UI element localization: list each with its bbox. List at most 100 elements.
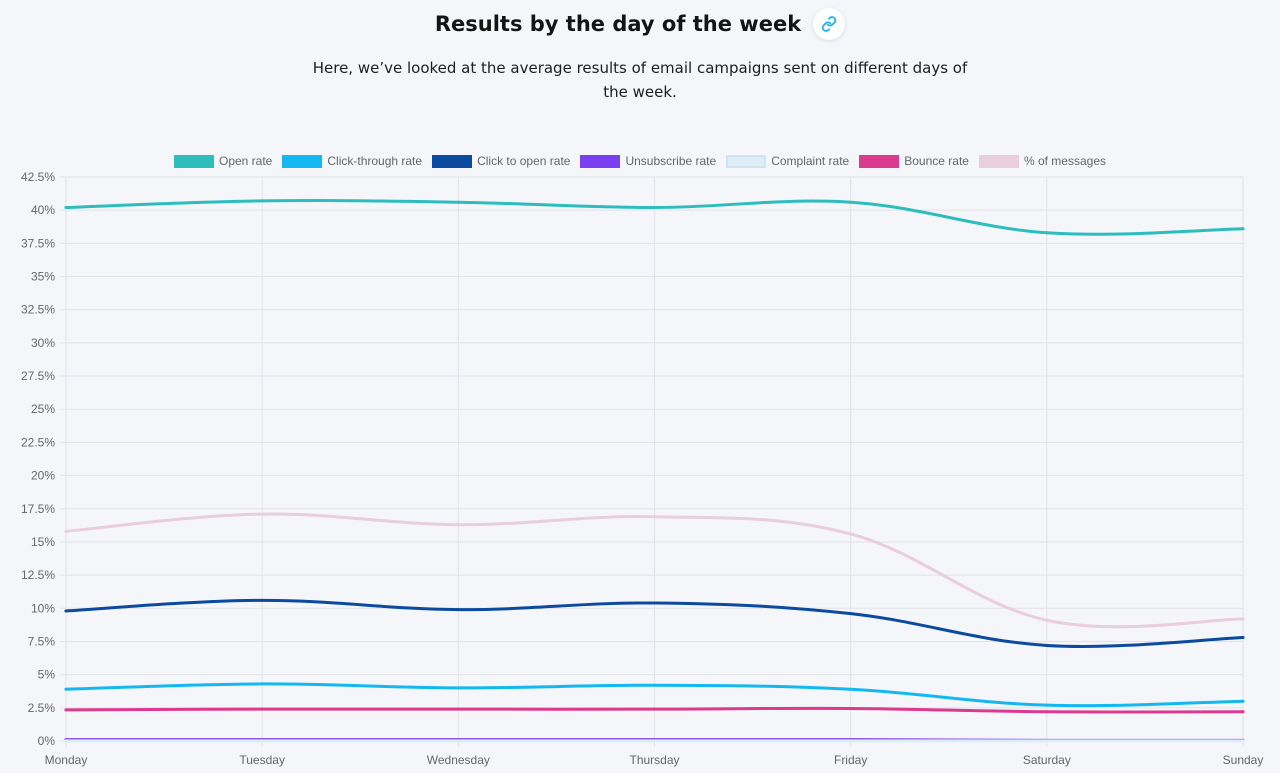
legend-swatch <box>282 154 323 168</box>
y-tick-label: 0% <box>38 734 56 748</box>
copy-link-button[interactable] <box>813 8 846 40</box>
y-tick-label: 5% <box>38 668 56 682</box>
data-point-complaint-rate[interactable] <box>653 739 656 743</box>
data-point-bounce-rate[interactable] <box>456 707 460 711</box>
legend-item-of-messages[interactable]: % of messages <box>978 154 1106 168</box>
legend-label: Unsubscribe rate <box>625 154 717 168</box>
data-point-bounce-rate[interactable] <box>64 708 68 712</box>
legend-swatch <box>859 154 900 168</box>
data-point-open-rate[interactable] <box>1045 231 1049 235</box>
data-point-of-messages[interactable] <box>1241 617 1245 621</box>
title-row: Results by the day of the week <box>0 6 1280 42</box>
legend-label: % of messages <box>1023 154 1106 168</box>
data-point-click-to-open-rate[interactable] <box>260 598 264 602</box>
y-tick-label: 42.5% <box>21 170 55 184</box>
data-point-of-messages[interactable] <box>64 529 68 533</box>
data-point-click-through-rate[interactable] <box>849 687 853 691</box>
data-point-of-messages[interactable] <box>849 532 853 536</box>
legend-swatch <box>173 154 214 168</box>
chart-legend: Open rate Click-through rate Click to open… <box>0 151 1280 171</box>
data-point-complaint-rate[interactable] <box>456 739 460 743</box>
data-point-click-to-open-rate[interactable] <box>849 612 853 616</box>
legend-swatch <box>432 154 473 168</box>
y-tick-label: 40% <box>31 203 55 217</box>
legend-label: Click-through rate <box>327 154 423 168</box>
y-tick-label: 17.5% <box>21 502 55 516</box>
data-point-open-rate[interactable] <box>1241 227 1245 231</box>
legend-item-complaint-rate[interactable]: Complaint rate <box>726 154 849 168</box>
data-point-complaint-rate[interactable] <box>1241 739 1245 743</box>
chart-series <box>64 199 1245 743</box>
y-tick-label: 37.5% <box>21 236 55 250</box>
y-tick-label: 10% <box>31 601 55 615</box>
legend-swatch <box>580 154 621 168</box>
y-tick-label: 7.5% <box>28 634 56 648</box>
data-point-click-through-rate[interactable] <box>64 687 68 691</box>
data-point-bounce-rate[interactable] <box>1241 710 1245 714</box>
data-point-click-through-rate[interactable] <box>1241 699 1245 703</box>
page-title: Results by the day of the week <box>434 12 802 36</box>
data-point-bounce-rate[interactable] <box>653 707 656 711</box>
data-point-open-rate[interactable] <box>456 200 460 204</box>
y-tick-label: 12.5% <box>21 568 55 582</box>
x-axis-ticks: Monday Tuesday Wednesday Thursday Friday Satu… <box>45 753 1264 767</box>
legend-label: Complaint rate <box>771 154 850 168</box>
data-point-click-to-open-rate[interactable] <box>1241 635 1245 639</box>
link-icon <box>822 16 837 32</box>
data-point-complaint-rate[interactable] <box>849 739 853 743</box>
data-point-complaint-rate[interactable] <box>1045 739 1049 743</box>
x-tick-label: Wednesday <box>427 753 490 767</box>
y-tick-label: 20% <box>31 469 55 483</box>
y-axis-ticks: 0% 2.5% 5% 7.5% 10% 12.5% 15% 17.5% 20% 22.5% 25% 2… <box>21 170 55 748</box>
data-point-click-to-open-rate[interactable] <box>64 609 68 613</box>
data-point-open-rate[interactable] <box>64 206 68 210</box>
data-point-of-messages[interactable] <box>260 512 264 516</box>
data-point-bounce-rate[interactable] <box>1045 710 1049 714</box>
x-tick-label: Friday <box>834 753 867 767</box>
x-tick-label: Thursday <box>629 753 679 767</box>
y-tick-label: 32.5% <box>21 303 55 317</box>
data-point-click-through-rate[interactable] <box>260 682 264 686</box>
data-point-of-messages[interactable] <box>1045 618 1049 622</box>
x-tick-label: Monday <box>45 753 88 767</box>
legend-label: Bounce rate <box>904 154 969 168</box>
data-point-click-to-open-rate[interactable] <box>456 608 460 612</box>
data-point-click-to-open-rate[interactable] <box>653 601 656 605</box>
y-tick-label: 35% <box>31 270 55 284</box>
data-point-open-rate[interactable] <box>653 206 656 210</box>
x-tick-label: Saturday <box>1023 753 1071 767</box>
data-point-click-through-rate[interactable] <box>456 686 460 690</box>
y-tick-label: 30% <box>31 336 55 350</box>
legend-item-unsubscribe-rate[interactable]: Unsubscribe rate <box>580 154 716 168</box>
x-tick-label: Sunday <box>1223 753 1264 767</box>
chart-grid <box>60 176 1244 747</box>
data-point-of-messages[interactable] <box>456 523 460 527</box>
data-point-complaint-rate[interactable] <box>260 739 264 743</box>
page-subtitle: Here, we’ve looked at the average result… <box>312 59 968 101</box>
data-point-open-rate[interactable] <box>260 199 264 203</box>
legend-label: Open rate <box>218 154 273 168</box>
legend-swatch <box>978 154 1019 168</box>
data-point-bounce-rate[interactable] <box>260 707 264 711</box>
y-tick-label: 25% <box>31 402 55 416</box>
legend-item-bounce-rate[interactable]: Bounce rate <box>859 154 969 168</box>
legend-swatch <box>726 154 767 168</box>
y-tick-label: 2.5% <box>28 701 56 715</box>
y-tick-label: 27.5% <box>21 369 55 383</box>
legend-item-click-through-rate[interactable]: Click-through rate <box>282 154 422 168</box>
data-point-complaint-rate[interactable] <box>64 739 68 743</box>
y-tick-label: 15% <box>31 535 55 549</box>
x-tick-label: Tuesday <box>239 753 285 767</box>
data-point-of-messages[interactable] <box>653 515 656 519</box>
data-point-click-through-rate[interactable] <box>653 683 656 687</box>
data-point-click-to-open-rate[interactable] <box>1045 643 1049 647</box>
legend-item-click-to-open-rate[interactable]: Click to open rate <box>432 154 570 168</box>
legend-item-open-rate[interactable]: Open rate <box>173 154 273 168</box>
data-point-bounce-rate[interactable] <box>849 706 853 710</box>
data-point-click-through-rate[interactable] <box>1045 703 1049 707</box>
data-point-open-rate[interactable] <box>849 200 853 204</box>
legend-label: Click to open rate <box>477 154 571 168</box>
y-tick-label: 22.5% <box>21 435 55 449</box>
